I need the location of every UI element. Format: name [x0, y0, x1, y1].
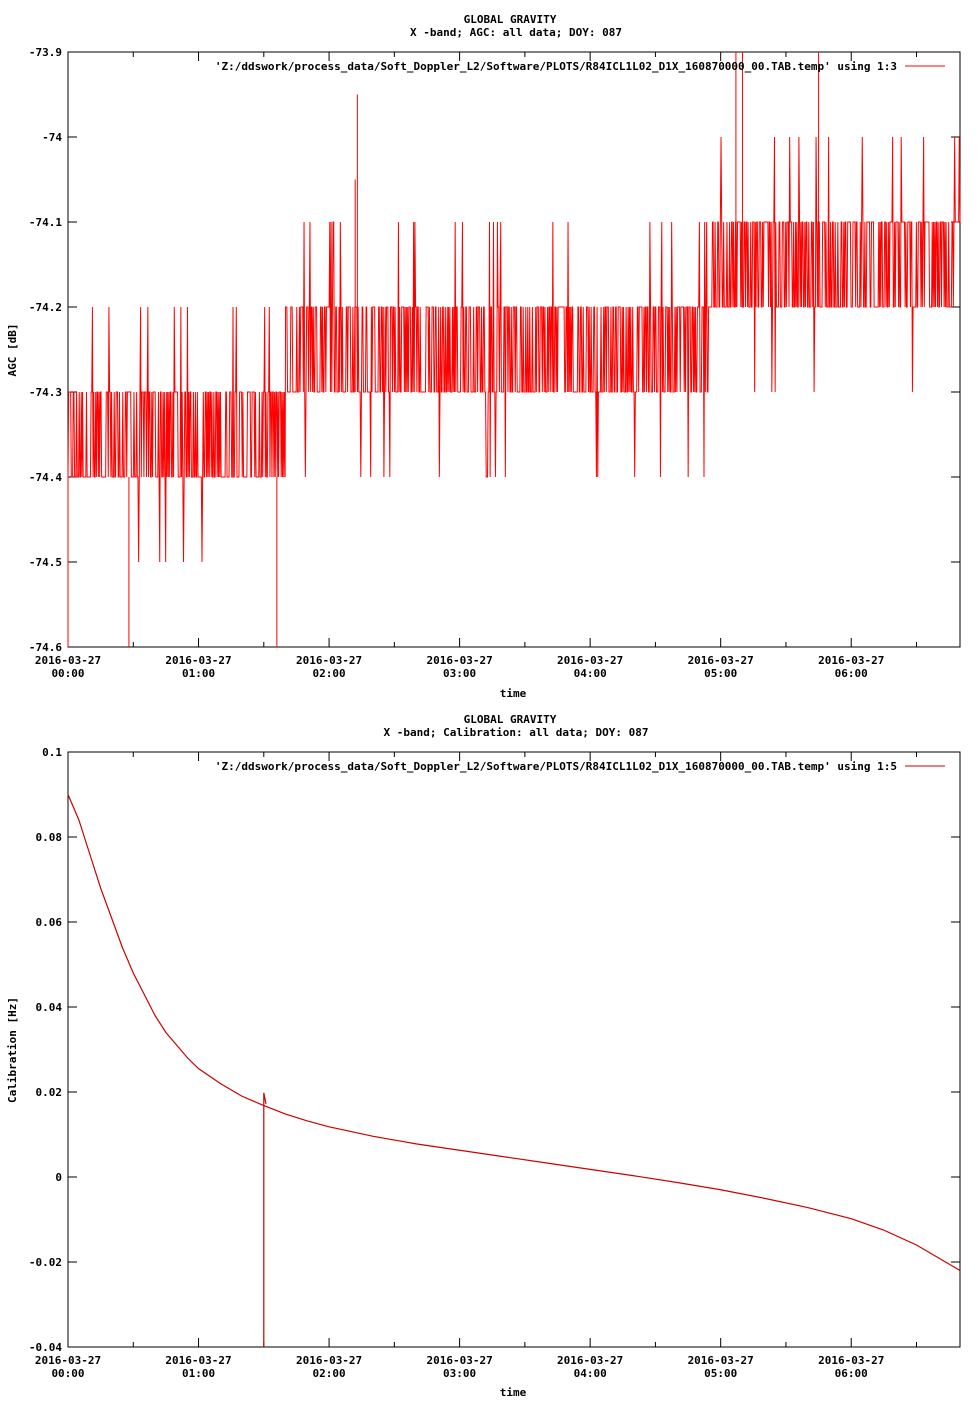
agc-x-tick-time: 04:00	[574, 667, 607, 680]
agc-x-tick-date: 2016-03-27	[426, 654, 492, 667]
agc-x-tick-date: 2016-03-27	[818, 654, 884, 667]
cal-x-axis-label: time	[500, 1386, 527, 1399]
cal-x-tick-date: 2016-03-27	[426, 1354, 492, 1367]
cal-x-tick-time: 03:00	[443, 1367, 476, 1380]
agc-legend-label: 'Z:/ddswork/process_data/Soft_Doppler_L2…	[215, 60, 897, 73]
cal-x-axis: 2016-03-2700:002016-03-2701:002016-03-27…	[35, 752, 917, 1380]
cal-x-tick-time: 02:00	[313, 1367, 346, 1380]
agc-title: GLOBAL GRAVITY	[464, 13, 557, 26]
cal-subtitle: X -band; Calibration: all data; DOY: 087	[384, 726, 649, 739]
agc-y-tick-label: -74.4	[29, 471, 62, 484]
cal-y-tick-label: -0.04	[29, 1341, 62, 1354]
agc-series-group	[67, 52, 961, 647]
agc-x-tick-time: 03:00	[443, 667, 476, 680]
agc-x-tick-date: 2016-03-27	[557, 654, 623, 667]
agc-y-tick-label: -74.3	[29, 386, 62, 399]
cal-glitch-spike	[263, 1092, 267, 1347]
cal-series-line	[67, 794, 961, 1272]
cal-x-tick-date: 2016-03-27	[557, 1354, 623, 1367]
agc-series-line	[67, 136, 961, 563]
agc-y-tick-label: -74.5	[29, 556, 62, 569]
agc-x-tick-time: 06:00	[835, 667, 868, 680]
agc-subtitle: X -band; AGC: all data; DOY: 087	[410, 26, 622, 39]
agc-x-tick-time: 02:00	[313, 667, 346, 680]
cal-x-tick-time: 05:00	[704, 1367, 737, 1380]
cal-y-tick-label: 0.02	[36, 1086, 63, 1099]
agc-x-axis: 2016-03-2700:002016-03-2701:002016-03-27…	[35, 52, 917, 680]
agc-x-tick-time: 05:00	[704, 667, 737, 680]
cal-x-tick-time: 06:00	[835, 1367, 868, 1380]
agc-chart: GLOBAL GRAVITY X -band; AGC: all data; D…	[6, 13, 961, 700]
cal-x-tick-time: 04:00	[574, 1367, 607, 1380]
agc-y-tick-label: -73.9	[29, 46, 62, 59]
agc-y-tick-label: -74.1	[29, 216, 62, 229]
cal-y-tick-label: -0.02	[29, 1256, 62, 1269]
cal-series-group	[67, 794, 961, 1347]
agc-y-tick-label: -74.6	[29, 641, 62, 654]
cal-y-tick-label: 0	[55, 1171, 62, 1184]
cal-legend-label: 'Z:/ddswork/process_data/Soft_Doppler_L2…	[215, 760, 897, 773]
cal-y-tick-label: 0.08	[36, 831, 63, 844]
cal-x-tick-date: 2016-03-27	[818, 1354, 884, 1367]
cal-y-tick-label: 0.1	[42, 746, 62, 759]
cal-y-axis: 0.1 0.08 0.06 0.04 0.02 0 -0.02 -0.04	[29, 746, 960, 1354]
agc-plot-frame	[67, 51, 961, 648]
cal-y-axis-label: Calibration [Hz]	[6, 997, 19, 1103]
agc-y-tick-label: -74.2	[29, 301, 62, 314]
agc-y-axis: -73.9 -74 -74.1 -74.2 -74.3 -74.4 -74.5 -74.6	[29, 46, 960, 654]
cal-x-tick-date: 2016-03-27	[165, 1354, 231, 1367]
agc-x-tick-date: 2016-03-27	[688, 654, 754, 667]
agc-x-tick-date: 2016-03-27	[165, 654, 231, 667]
agc-y-axis-label: AGC [dB]	[6, 324, 19, 377]
cal-title: GLOBAL GRAVITY	[464, 713, 557, 726]
agc-x-axis-label: time	[500, 687, 527, 700]
cal-x-tick-time: 01:00	[182, 1367, 215, 1380]
agc-x-tick-time: 00:00	[51, 667, 84, 680]
calibration-chart: GLOBAL GRAVITY X -band; Calibration: all…	[6, 713, 961, 1399]
cal-x-tick-time: 00:00	[51, 1367, 84, 1380]
cal-x-tick-date: 2016-03-27	[688, 1354, 754, 1367]
cal-x-tick-date: 2016-03-27	[35, 1354, 101, 1367]
cal-y-tick-label: 0.06	[36, 916, 63, 929]
cal-y-tick-label: 0.04	[36, 1001, 63, 1014]
agc-x-tick-time: 01:00	[182, 667, 215, 680]
cal-plot-frame	[67, 751, 961, 1348]
agc-x-tick-date: 2016-03-27	[296, 654, 362, 667]
cal-x-tick-date: 2016-03-27	[296, 1354, 362, 1367]
agc-x-tick-date: 2016-03-27	[35, 654, 101, 667]
agc-y-tick-label: -74	[42, 131, 62, 144]
